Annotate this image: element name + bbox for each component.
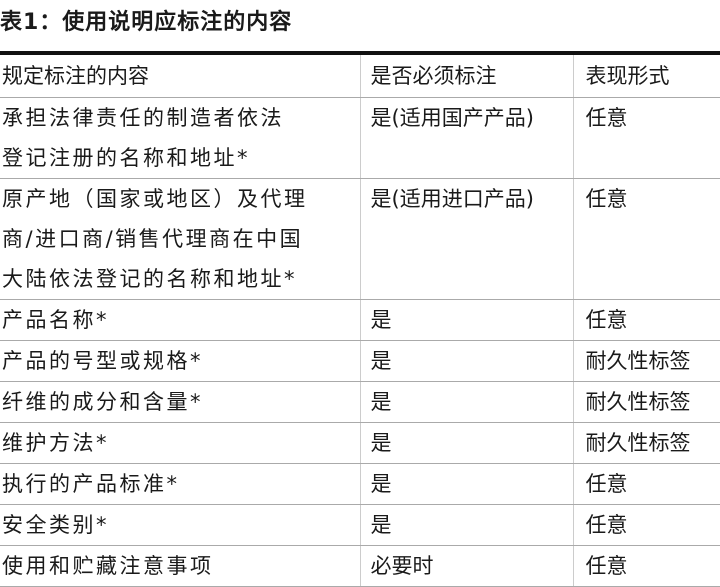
cell-form: 任意 bbox=[572, 178, 720, 300]
cell-content: 承担法律责任的制造者依法 登记注册的名称和地址* bbox=[0, 97, 360, 179]
cell-form: 任意 bbox=[572, 463, 720, 505]
cell-form: 耐久性标签 bbox=[572, 381, 720, 423]
table-row: 产品名称* 是任意 bbox=[0, 299, 720, 341]
cell-required: 是 bbox=[359, 463, 573, 505]
cell-content: 产品的号型或规格* bbox=[0, 340, 360, 382]
header-content: 规定标注的内容 bbox=[0, 55, 360, 98]
table-title: 表1：使用说明应标注的内容 bbox=[0, 10, 293, 35]
cell-content: 原产地（国家或地区）及代理 商/进口商/销售代理商在中国 大陆依法登记的名称和地… bbox=[0, 178, 360, 300]
header-form: 表现形式 bbox=[572, 55, 720, 98]
cell-required: 是 bbox=[359, 340, 573, 382]
table-row: 承担法律责任的制造者依法 登记注册的名称和地址* 是(适用国产产品) 任意 bbox=[0, 97, 720, 179]
header-required: 是否必须标注 bbox=[359, 55, 573, 98]
table-top-rule bbox=[0, 51, 720, 55]
table-row: 使用和贮藏注意事项 必要时 任意 bbox=[0, 545, 720, 587]
cell-form: 任意 bbox=[572, 504, 720, 546]
table-row: 纤维的成分和含量* 是耐久性标签 bbox=[0, 381, 720, 423]
cell-form: 任意 bbox=[572, 299, 720, 341]
labeling-requirements-table: 规定标注的内容 是否必须标注 表现形式 承担法律责任的制造者依法 登记注册的名称… bbox=[0, 55, 720, 587]
cell-content: 维护方法* bbox=[0, 422, 360, 464]
cell-required: 是(适用进口产品) bbox=[359, 178, 573, 300]
cell-content: 纤维的成分和含量* bbox=[0, 381, 360, 423]
cell-required: 是(适用国产产品) bbox=[359, 97, 573, 179]
cell-form: 任意 bbox=[572, 97, 720, 179]
cell-required: 必要时 bbox=[359, 545, 573, 587]
table-row: 安全类别* 是任意 bbox=[0, 504, 720, 546]
cell-form: 任意 bbox=[572, 545, 720, 587]
table-header-row: 规定标注的内容 是否必须标注 表现形式 bbox=[0, 55, 720, 98]
cell-required: 是 bbox=[359, 381, 573, 423]
cell-content: 执行的产品标准* bbox=[0, 463, 360, 505]
cell-required: 是 bbox=[359, 504, 573, 546]
cell-form: 耐久性标签 bbox=[572, 340, 720, 382]
table-row: 产品的号型或规格* 是耐久性标签 bbox=[0, 340, 720, 382]
cell-content: 产品名称* bbox=[0, 299, 360, 341]
table-row: 执行的产品标准* 是任意 bbox=[0, 463, 720, 505]
table-row: 维护方法* 是耐久性标签 bbox=[0, 422, 720, 464]
cell-content: 使用和贮藏注意事项 bbox=[0, 545, 360, 587]
cell-required: 是 bbox=[359, 299, 573, 341]
cell-content: 安全类别* bbox=[0, 504, 360, 546]
cell-required: 是 bbox=[359, 422, 573, 464]
cell-form: 耐久性标签 bbox=[572, 422, 720, 464]
table-row: 原产地（国家或地区）及代理 商/进口商/销售代理商在中国 大陆依法登记的名称和地… bbox=[0, 178, 720, 300]
